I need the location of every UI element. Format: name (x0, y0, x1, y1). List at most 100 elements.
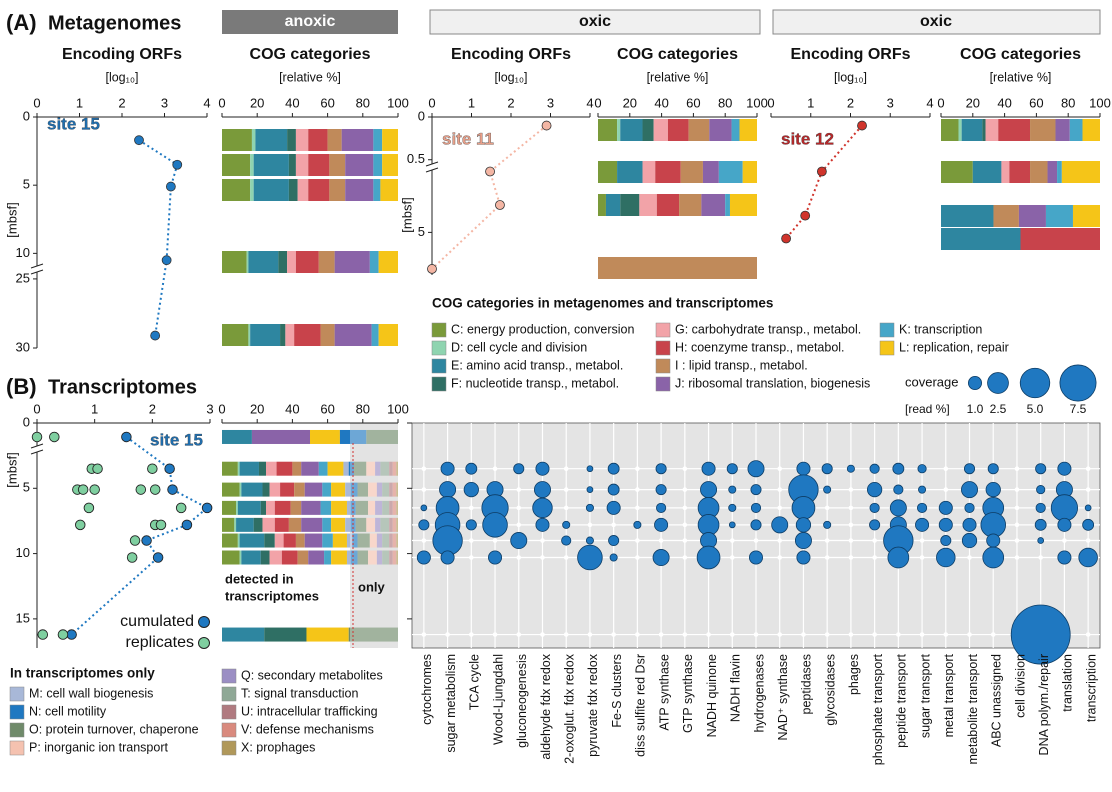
bar-segment (1018, 205, 1046, 227)
bubble (585, 536, 594, 545)
bar-segment (345, 517, 351, 532)
data-point (167, 484, 178, 495)
bar-segment (396, 550, 398, 565)
grid-dot (1085, 538, 1091, 543)
x-tick-label: 100 (387, 401, 409, 416)
bar-segment (346, 533, 353, 548)
grid-dot (943, 466, 949, 472)
bubble (940, 535, 952, 547)
bar-segment (318, 461, 328, 476)
bar-segment (396, 482, 398, 497)
x-tick-label: cytochromes (420, 654, 434, 725)
bubble (980, 512, 1006, 538)
bar-segment (320, 324, 335, 346)
axis-break (426, 164, 438, 170)
x-tick-label: 4 (926, 95, 933, 110)
x-tick-label: 20 (623, 95, 637, 110)
bar-segment (1055, 119, 1070, 141)
bar-segment (222, 550, 240, 565)
grid-dot (469, 505, 474, 511)
bubble (961, 532, 978, 549)
bubble (823, 520, 832, 529)
grid-dot (516, 487, 522, 492)
legend-swatch (655, 376, 671, 392)
grid-dot (1014, 538, 1020, 543)
legend-label: O: protein turnover, chaperone (29, 722, 199, 736)
bubble (1037, 537, 1045, 544)
bar-segment (382, 550, 390, 565)
bubble (1050, 494, 1079, 522)
x-tick-label: 1 (807, 95, 814, 110)
data-point (57, 629, 69, 640)
bar-segment (237, 533, 240, 548)
data-point (541, 120, 552, 131)
bubble (961, 481, 979, 499)
chart-subtitle: [relative %] (647, 70, 709, 84)
bar-segment (642, 119, 654, 141)
x-tick-label: 0 (218, 401, 225, 416)
size-legend-circle (987, 372, 1009, 394)
bubble (609, 553, 618, 562)
x-tick-label: 2 (507, 95, 514, 110)
bar-segment (702, 161, 719, 183)
bar-segment (288, 154, 296, 176)
grid-dot (1062, 538, 1067, 543)
bubble (749, 550, 764, 565)
profile-line (431, 124, 548, 270)
grid-dot (848, 487, 854, 492)
bar-segment (253, 179, 289, 201)
x-tick-label: 2 (118, 95, 125, 110)
data-point (161, 255, 172, 266)
bar-segment (961, 119, 983, 141)
bar-segment (688, 119, 710, 141)
grid-dot (682, 538, 688, 543)
bubble (440, 461, 455, 476)
grid-dot (421, 466, 427, 472)
axis-break (425, 161, 439, 167)
legend-swatch (9, 740, 25, 756)
bar-segment (295, 154, 309, 176)
data-point (816, 166, 827, 177)
bar-segment (322, 482, 332, 497)
legend-swatch (9, 722, 25, 738)
axis-break (30, 443, 44, 449)
bar-segment (253, 517, 263, 532)
bar-segment (941, 205, 994, 227)
data-point (141, 535, 152, 546)
grid-dot (516, 632, 522, 637)
bar-segment (264, 627, 307, 642)
bar-segment (1082, 119, 1100, 141)
bubble (420, 504, 428, 512)
bar-segment (276, 461, 293, 476)
header: oxic (579, 13, 611, 30)
bubble (561, 535, 572, 546)
x-tick-label: translation (1061, 654, 1075, 712)
grid-dot (635, 538, 640, 543)
grid-dot (729, 632, 735, 637)
bar-segment (655, 161, 681, 183)
data-point (181, 519, 193, 531)
annotation: transcriptomes (225, 588, 319, 603)
x-tick-label: 0 (33, 401, 40, 416)
bubble (1057, 461, 1072, 476)
bar-segment (369, 251, 379, 273)
bubble (869, 463, 880, 474)
header: oxic (920, 13, 952, 30)
data-point (149, 484, 161, 495)
bar-segment (239, 550, 242, 565)
bar-segment (280, 482, 295, 497)
bubble (535, 517, 550, 532)
bar-segment (1069, 119, 1083, 141)
bar-segment (366, 461, 376, 476)
data-point (201, 502, 213, 514)
data-point (495, 200, 505, 210)
bar-segment (373, 129, 383, 151)
bar-segment (598, 194, 606, 216)
x-tick-label: GTP synthase (681, 654, 695, 733)
data-point (175, 502, 187, 514)
x-tick-label: 3 (161, 95, 168, 110)
data-point (92, 463, 103, 474)
data-point (150, 330, 161, 341)
bar-segment (258, 461, 266, 476)
header-box (429, 9, 761, 35)
